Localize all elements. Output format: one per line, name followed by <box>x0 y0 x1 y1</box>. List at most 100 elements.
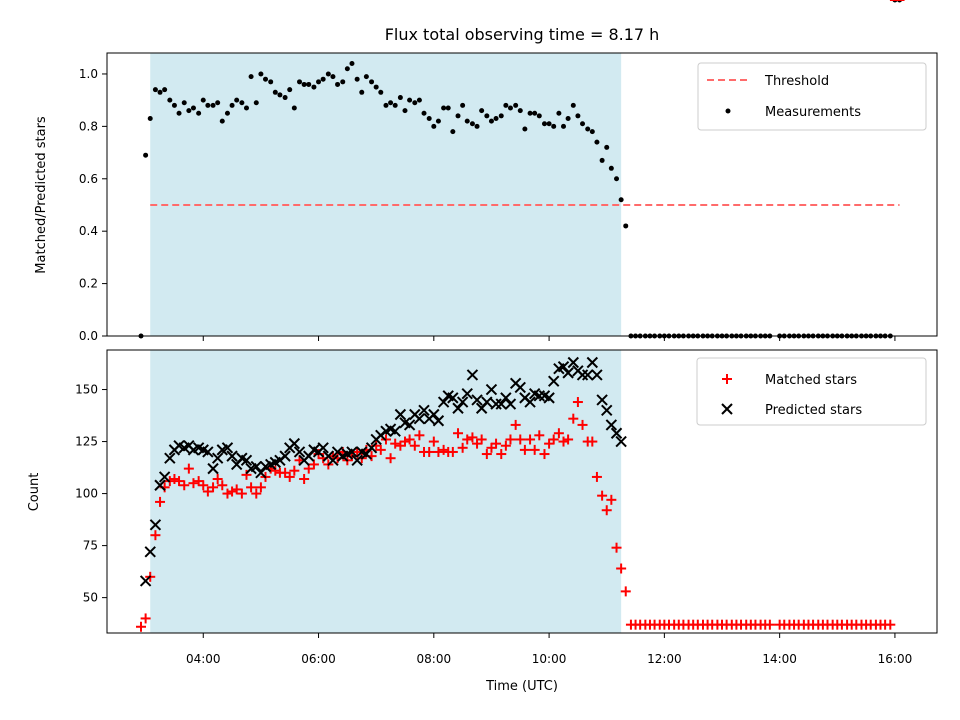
measurement-point <box>484 113 490 119</box>
measurement-point <box>474 123 480 129</box>
matched-star-point <box>424 446 435 457</box>
measurement-point <box>421 110 427 116</box>
matched-star-point <box>155 496 166 507</box>
predicted-star-point <box>601 404 613 417</box>
measurement-point <box>392 102 398 108</box>
predicted-star-point <box>471 394 483 406</box>
matched-star-point <box>208 482 219 493</box>
predicted-star-point <box>437 396 450 408</box>
matched-star-point <box>174 476 185 487</box>
matched-star-point <box>568 413 579 424</box>
predicted-star-point <box>466 369 479 381</box>
observing-window-shade <box>150 53 622 336</box>
predicted-star-point <box>255 467 267 479</box>
matched-star-point <box>414 430 425 441</box>
predicted-stars-points <box>139 356 627 587</box>
measurement-point <box>541 121 547 127</box>
axes-frame-bottom <box>106 349 938 634</box>
matched-star-point <box>399 436 410 447</box>
matched-star-point <box>525 434 536 445</box>
y-tick-label: 50 <box>83 591 98 605</box>
measurement-point <box>363 74 369 80</box>
matched-star-point <box>447 446 458 457</box>
matched-star-point <box>611 542 622 553</box>
matched-star-point <box>620 586 631 597</box>
measurement-point <box>536 113 542 119</box>
matched-star-point <box>179 480 190 491</box>
measurement-point <box>335 81 341 87</box>
predicted-star-point <box>154 479 166 491</box>
measurement-point <box>464 118 470 124</box>
x-ticks-top <box>202 336 896 341</box>
matched-star-point <box>241 469 252 480</box>
predicted-star-point <box>461 387 473 400</box>
measurement-point <box>162 87 168 93</box>
y-tick-label: 0.4 <box>79 224 98 238</box>
matched-star-point <box>453 428 464 439</box>
matched-star-point <box>183 463 194 474</box>
legend-box-top <box>697 62 927 131</box>
y-tick-label: 0.2 <box>79 277 98 291</box>
predicted-star-point <box>490 398 502 410</box>
predicted-star-point <box>485 383 498 396</box>
matched-star-point <box>236 488 247 499</box>
measurement-point <box>210 102 216 108</box>
predicted-star-point <box>139 575 152 587</box>
predicted-star-point <box>562 367 574 379</box>
measurement-point <box>277 92 283 98</box>
y-tick-label: 0.0 <box>79 329 98 343</box>
measurement-point <box>435 118 441 124</box>
matched-star-point <box>539 449 550 460</box>
matched-star-point <box>505 434 516 445</box>
predicted-star-point <box>418 404 430 417</box>
legend-threshold-label: Threshold <box>764 74 829 89</box>
matched-star-point <box>385 453 396 464</box>
measurement-point <box>344 66 350 72</box>
y-tick-label: 0.8 <box>79 119 98 133</box>
predicted-star-point <box>514 381 526 394</box>
measurement-point <box>460 102 466 108</box>
predicted-star-point <box>582 369 594 381</box>
predicted-star-point <box>144 546 156 558</box>
matched-star-point <box>534 430 545 441</box>
predicted-star-point <box>211 452 224 464</box>
measurement-point <box>383 102 389 108</box>
measurement-point <box>297 79 303 85</box>
predicted-star-point <box>346 446 358 458</box>
x-tick-label: 14:00 <box>762 652 797 666</box>
matched-star-point <box>299 474 310 485</box>
measurement-point <box>498 113 504 119</box>
measurement-point <box>503 102 509 108</box>
measurement-point <box>513 102 519 108</box>
measurement-point <box>546 121 552 127</box>
predicted-star-point <box>447 392 459 404</box>
measurement-point <box>239 100 245 106</box>
y-ticks-top: 0.0 0.2 0.4 0.6 0.8 1.0 <box>79 67 107 343</box>
measurement-point <box>623 223 629 229</box>
matched-star-point <box>169 474 180 485</box>
matched-star-point <box>519 444 530 455</box>
measurement-point <box>517 108 523 114</box>
measurement-point <box>369 79 375 85</box>
x-ticks-bottom: 04:00 06:00 08:00 10:00 12:00 14:00 16:00 <box>186 633 912 666</box>
measurement-point <box>282 95 288 101</box>
measurement-point <box>441 105 447 111</box>
matched-star-point <box>553 428 564 439</box>
chart-title: Flux total observing time = 8.17 h <box>385 25 660 44</box>
matched-star-point <box>390 438 401 449</box>
y-tick-label: 1.0 <box>79 67 98 81</box>
measurement-point <box>570 102 576 108</box>
measurement-point <box>171 102 177 108</box>
measurement-point <box>272 89 278 95</box>
legend-measurements-swatch <box>725 108 731 114</box>
matched-star-point <box>591 471 602 482</box>
matched-star-point <box>251 488 262 499</box>
measurement-point <box>599 157 605 163</box>
matched-star-point <box>222 488 233 499</box>
matched-star-point <box>217 480 228 491</box>
measurement-point <box>176 110 182 116</box>
matched-star-point <box>587 436 598 447</box>
predicted-star-point <box>610 427 623 439</box>
panel-ratio: 0.0 0.2 0.4 0.6 0.8 1.0 Matched/Predicted sta… <box>34 0 938 343</box>
measurement-point <box>445 105 451 111</box>
